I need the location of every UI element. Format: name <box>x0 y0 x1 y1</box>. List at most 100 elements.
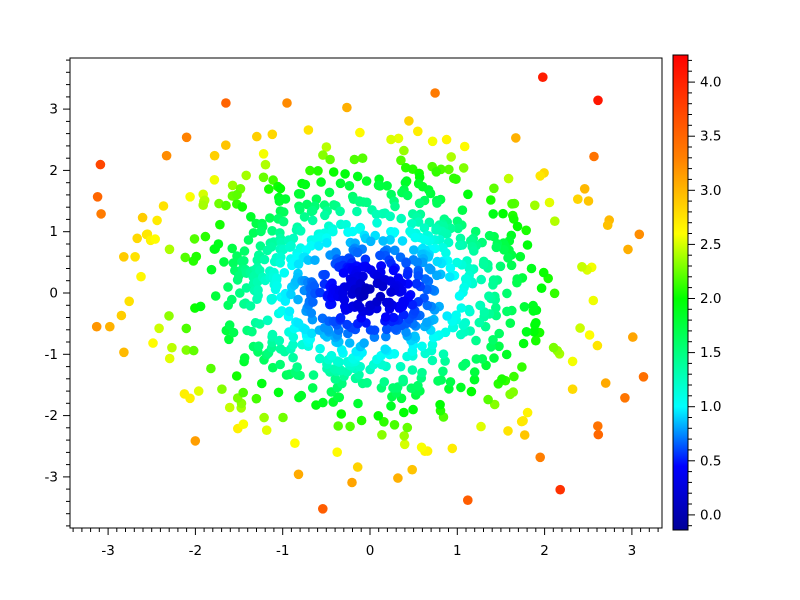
data-point <box>457 205 468 215</box>
data-point <box>438 349 449 360</box>
data-point <box>420 348 431 359</box>
data-point <box>372 218 382 228</box>
data-point <box>335 178 346 189</box>
data-point <box>573 194 583 204</box>
data-point <box>589 151 599 162</box>
y-tick-label: 2 <box>49 163 58 179</box>
data-point <box>258 172 269 183</box>
data-point <box>401 258 411 269</box>
data-point <box>209 150 220 161</box>
data-point <box>213 239 224 249</box>
data-point <box>544 197 555 208</box>
data-point <box>210 291 221 301</box>
data-point <box>638 372 649 382</box>
data-point <box>488 335 498 345</box>
data-point <box>501 349 512 360</box>
data-point <box>577 262 587 272</box>
data-point <box>442 311 452 321</box>
data-point <box>258 149 269 159</box>
data-point <box>239 353 250 363</box>
data-point <box>489 399 500 410</box>
data-point <box>336 345 347 355</box>
data-point <box>503 253 513 263</box>
data-point <box>495 261 506 272</box>
data-point <box>320 210 330 221</box>
data-point <box>333 421 344 431</box>
data-point <box>388 265 399 276</box>
data-point <box>180 252 190 263</box>
data-point <box>301 245 312 255</box>
data-point <box>620 393 630 403</box>
data-point <box>401 327 411 338</box>
data-point <box>209 175 220 185</box>
data-point <box>328 167 339 177</box>
data-point <box>488 209 499 219</box>
data-point <box>503 173 514 184</box>
data-point <box>185 393 195 404</box>
x-tick-label: 3 <box>628 543 637 559</box>
data-point <box>268 362 278 373</box>
data-point <box>136 271 146 282</box>
data-point <box>446 152 457 162</box>
data-point <box>227 243 237 254</box>
data-point <box>427 339 438 350</box>
data-point <box>335 365 346 375</box>
data-point <box>379 417 389 427</box>
data-point <box>275 183 286 194</box>
data-point <box>369 332 380 343</box>
data-point <box>295 189 306 199</box>
data-point <box>221 200 231 211</box>
data-point <box>352 462 363 472</box>
data-point <box>223 282 233 292</box>
data-point <box>505 318 516 329</box>
data-point <box>410 232 421 243</box>
data-point <box>332 447 343 458</box>
data-point <box>308 297 318 307</box>
data-point <box>365 236 376 247</box>
data-point <box>502 306 512 317</box>
data-point <box>386 401 396 411</box>
data-point <box>486 195 496 205</box>
colorbar-tick-label: 2.5 <box>700 237 721 253</box>
data-point <box>389 420 400 430</box>
data-point <box>469 246 479 256</box>
data-point <box>248 228 259 238</box>
data-point <box>512 277 522 288</box>
data-point <box>419 235 430 245</box>
data-point <box>506 260 517 271</box>
data-point <box>348 276 358 287</box>
data-point <box>634 229 645 240</box>
data-point <box>425 188 436 199</box>
data-point <box>190 436 201 446</box>
data-point <box>253 285 263 295</box>
data-point <box>361 285 371 296</box>
data-point <box>264 184 274 194</box>
data-point <box>292 362 303 372</box>
data-point <box>445 263 456 273</box>
data-point <box>181 323 192 334</box>
data-point <box>507 199 517 209</box>
data-point <box>458 163 469 173</box>
data-point <box>238 419 249 430</box>
data-point <box>91 321 102 332</box>
data-point <box>474 317 485 328</box>
data-point <box>164 353 175 364</box>
data-point <box>399 407 409 418</box>
data-point <box>353 299 363 310</box>
data-point <box>246 212 256 222</box>
data-point <box>484 291 494 302</box>
data-point <box>132 233 142 244</box>
y-axis: -3 -2 -1 0 1 2 3 <box>45 59 70 527</box>
data-point <box>282 98 292 108</box>
y-tick-label: 1 <box>49 224 58 240</box>
data-point <box>399 145 409 156</box>
data-point <box>489 353 499 363</box>
data-point <box>413 271 424 281</box>
colorbar: 0.0 0.5 1.0 1.5 2.0 2.5 3.0 3.5 4.0 <box>672 54 721 531</box>
data-point <box>419 223 430 233</box>
data-point <box>381 297 392 308</box>
data-point <box>310 255 320 265</box>
data-point <box>491 303 501 313</box>
data-point <box>538 72 548 82</box>
data-point <box>206 363 216 374</box>
